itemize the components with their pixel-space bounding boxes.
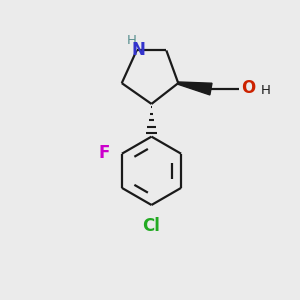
Polygon shape: [178, 82, 212, 95]
Text: O: O: [241, 79, 256, 97]
Text: F: F: [98, 144, 110, 162]
Text: Cl: Cl: [142, 218, 160, 236]
Text: H: H: [261, 84, 270, 97]
Text: H: H: [126, 34, 136, 46]
Text: N: N: [131, 41, 145, 59]
